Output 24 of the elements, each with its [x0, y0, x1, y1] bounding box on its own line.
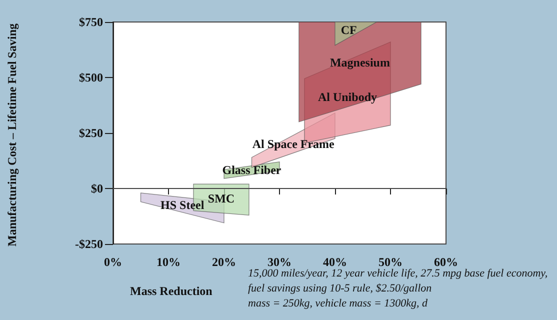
y-tick-label: $250 [79, 126, 103, 140]
x-tick-label: 10% [156, 255, 180, 269]
series-label: CF [340, 22, 357, 37]
y-tick-label: $500 [79, 70, 103, 84]
x-tick-label: 0% [104, 255, 122, 269]
y-tick-label: $750 [79, 15, 103, 29]
text: 15,000 miles/year, 12 year vehicle life, 27.5 mpg base fuel economy, [248, 268, 548, 280]
series-label: Al Space Frame [252, 137, 336, 152]
x-tick-label: 20% [212, 255, 236, 269]
x-tick-label: 30% [268, 255, 292, 269]
x-tick-label: 50% [378, 255, 402, 269]
x-axis-title: Mass Reduction [130, 284, 213, 298]
series-label: Magnesium [330, 56, 390, 70]
text: fuel savings using 10-5 rule, $2.50/gallon [248, 282, 432, 294]
x-tick-label: 60% [434, 255, 458, 269]
series-label: SMC [208, 191, 235, 206]
x-tick-label: 40% [323, 255, 347, 269]
y-axis-title: Manufacturing Cost – Lifetime Fuel Saving [5, 24, 19, 246]
series-label: Glass Fiber [222, 163, 282, 178]
y-tick-label: $0 [91, 182, 103, 196]
series-label: Al Unibody [318, 90, 378, 104]
series-label: HS Steel [160, 198, 205, 212]
y-tick-label: -$250 [75, 237, 103, 251]
text: mass = 250kg, vehicle mass = 1300kg, d [248, 298, 428, 310]
